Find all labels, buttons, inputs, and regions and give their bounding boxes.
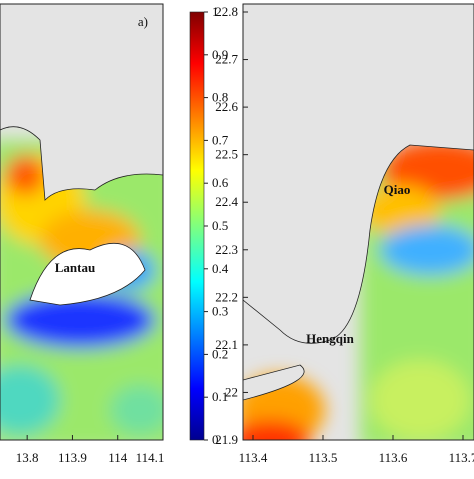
y-tick-label: 22.6 <box>215 99 238 114</box>
colorbar-tick-label: 0.7 <box>212 132 229 147</box>
y-tick-label: 22.1 <box>215 337 238 352</box>
right-frame <box>242 3 474 441</box>
colorbar-tick-label: 0 <box>212 432 219 447</box>
place-label: Qiao <box>384 182 411 197</box>
x-tick-label: 113.4 <box>239 450 268 465</box>
y-tick-label: 22.5 <box>215 147 238 162</box>
y-tick-label: 21.9 <box>215 432 238 447</box>
colorbar-tick-label: 0.6 <box>212 175 229 190</box>
colorbar-tick-label: 0.3 <box>212 304 228 319</box>
x-tick-label: 13.8 <box>16 450 39 465</box>
colorbar-tick-label: 0.1 <box>212 389 228 404</box>
x-tick-label: 114.1 <box>136 450 165 465</box>
y-tick-label: 22.4 <box>215 194 238 209</box>
left-map <box>0 4 163 440</box>
place-label: Hengqin <box>306 331 354 346</box>
colorbar-tick-label: 0.8 <box>212 90 228 105</box>
y-tick-label: 22 <box>225 384 238 399</box>
right-map <box>243 4 474 440</box>
colorbar <box>189 11 205 441</box>
colorbar-tick-label: 0.2 <box>212 346 228 361</box>
left-frame <box>0 3 164 441</box>
y-tick-label: 22.2 <box>215 289 238 304</box>
colorbar-tick-label: 0.4 <box>212 261 229 276</box>
y-tick-label: 22.7 <box>215 52 238 67</box>
panel-label: a) <box>138 14 148 29</box>
x-tick-label: 114 <box>108 450 128 465</box>
x-tick-label: 113.9 <box>58 450 87 465</box>
x-tick-label: 113.5 <box>309 450 338 465</box>
colorbar-tick-label: 0.9 <box>212 47 228 62</box>
y-tick-label: 22.8 <box>215 4 238 19</box>
x-tick-label: 113.7 <box>449 450 474 465</box>
colorbar-tick-label: 1 <box>212 4 219 19</box>
place-label: Lantau <box>55 260 95 275</box>
y-tick-label: 22.3 <box>215 242 238 257</box>
colorbar-tick-label: 0.5 <box>212 218 228 233</box>
x-tick-label: 113.6 <box>379 450 408 465</box>
